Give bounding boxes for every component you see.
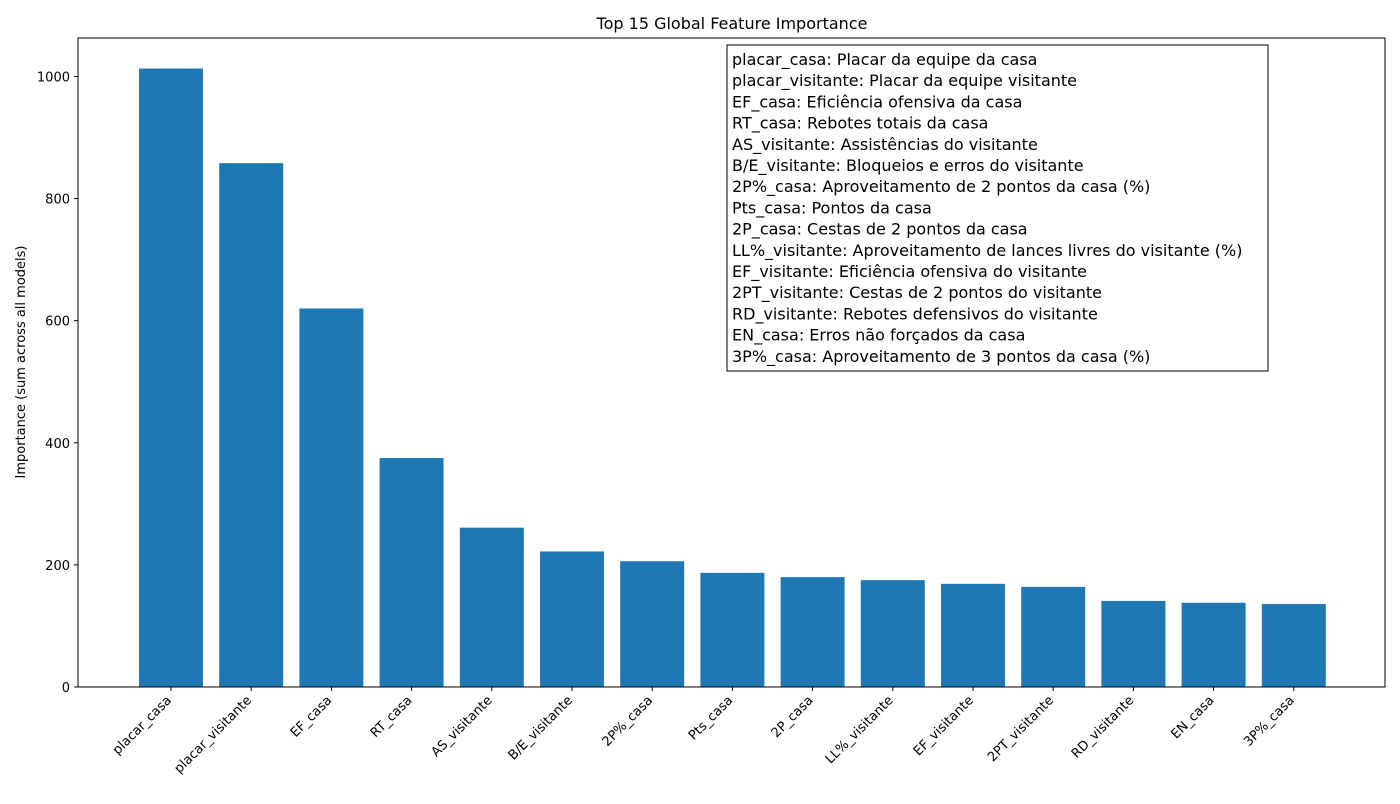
y-tick-label: 800 [45, 193, 70, 208]
legend-entry: AS_visitante: Assistências do visitante [732, 135, 1038, 155]
x-tick-label: RD_visitante [1069, 693, 1137, 761]
legend-entry: EF_casa: Eficiência ofensiva da casa [732, 92, 1022, 112]
x-tick-label: LL%_visitante [823, 693, 897, 767]
chart-title: Top 15 Global Feature Importance [596, 14, 868, 33]
bar [540, 551, 604, 687]
x-tick-label: 2PT_visitante [985, 693, 1057, 765]
bar [1021, 586, 1086, 687]
bar [139, 68, 203, 688]
legend-lines: placar_casa: Placar da equipe da casapla… [732, 50, 1242, 367]
x-tick-label: 2P%_casa [600, 693, 656, 749]
legend-entry: RD_visitante: Rebotes defensivos do visi… [732, 304, 1098, 324]
bar [459, 527, 524, 687]
y-tick-label: 200 [45, 559, 70, 574]
x-tick-label: Pts_casa [686, 693, 736, 743]
legend-entry: 2P_casa: Cestas de 2 pontos da casa [732, 220, 1028, 240]
bar [219, 163, 284, 688]
legend-entry: 3P%_casa: Aproveitamento de 3 pontos da … [732, 347, 1150, 367]
bar [1181, 602, 1246, 687]
bar [941, 583, 1005, 687]
x-tick-label: EF_visitante [911, 693, 977, 759]
x-tick-label: RT_casa [368, 693, 416, 741]
plot-frame [77, 37, 1386, 688]
bars-group [139, 68, 1326, 688]
x-tick-label: placar_visitante [172, 693, 255, 776]
legend-box: placar_casa: Placar da equipe da casapla… [726, 44, 1269, 372]
legend-entry: LL%_visitante: Aproveitamento de lances … [732, 241, 1242, 261]
y-axis-label: Importance (sum across all models) [14, 246, 29, 479]
x-tick-label: placar_casa [110, 693, 175, 758]
y-tick-label: 400 [45, 437, 70, 452]
bar [1101, 600, 1166, 687]
bar [860, 580, 925, 687]
legend-frame [726, 44, 1269, 372]
legend-entry: RT_casa: Rebotes totais da casa [732, 114, 988, 134]
x-tick-label: B/E_visitante [506, 693, 576, 763]
y-tick-label: 0 [62, 681, 70, 696]
x-tick-label: EF_casa [288, 693, 335, 740]
bar [780, 577, 845, 687]
legend-entry: EN_casa: Erros não forçados da casa [732, 326, 1025, 346]
bar [700, 572, 765, 687]
legend-entry: placar_casa: Placar da equipe da casa [732, 50, 1037, 70]
legend-entry: EF_visitante: Eficiência ofensiva do vis… [732, 262, 1087, 282]
legend-entry: 2PT_visitante: Cestas de 2 pontos do vis… [732, 283, 1102, 303]
x-tick-label: 3P%_casa [1241, 693, 1297, 749]
x-tick-label: 2P_casa [769, 693, 817, 741]
x-tick-label: EN_casa [1168, 693, 1217, 742]
y-tick-label: 1000 [37, 70, 70, 85]
bar [299, 308, 364, 687]
y-tick-label: 600 [45, 315, 70, 330]
y-axis: 0 200 400 600 800 1000 [37, 70, 78, 696]
bar [1261, 603, 1326, 687]
legend-entry: Pts_casa: Pontos da casa [732, 198, 932, 218]
bar [379, 458, 444, 687]
x-tick-label: AS_visitante [429, 693, 496, 760]
legend-entry: B/E_visitante: Bloqueios e erros do visi… [732, 156, 1084, 176]
bar [620, 561, 685, 687]
legend-entry: 2P%_casa: Aproveitamento de 2 pontos da … [732, 177, 1150, 197]
legend-entry: placar_visitante: Placar da equipe visit… [732, 71, 1077, 91]
